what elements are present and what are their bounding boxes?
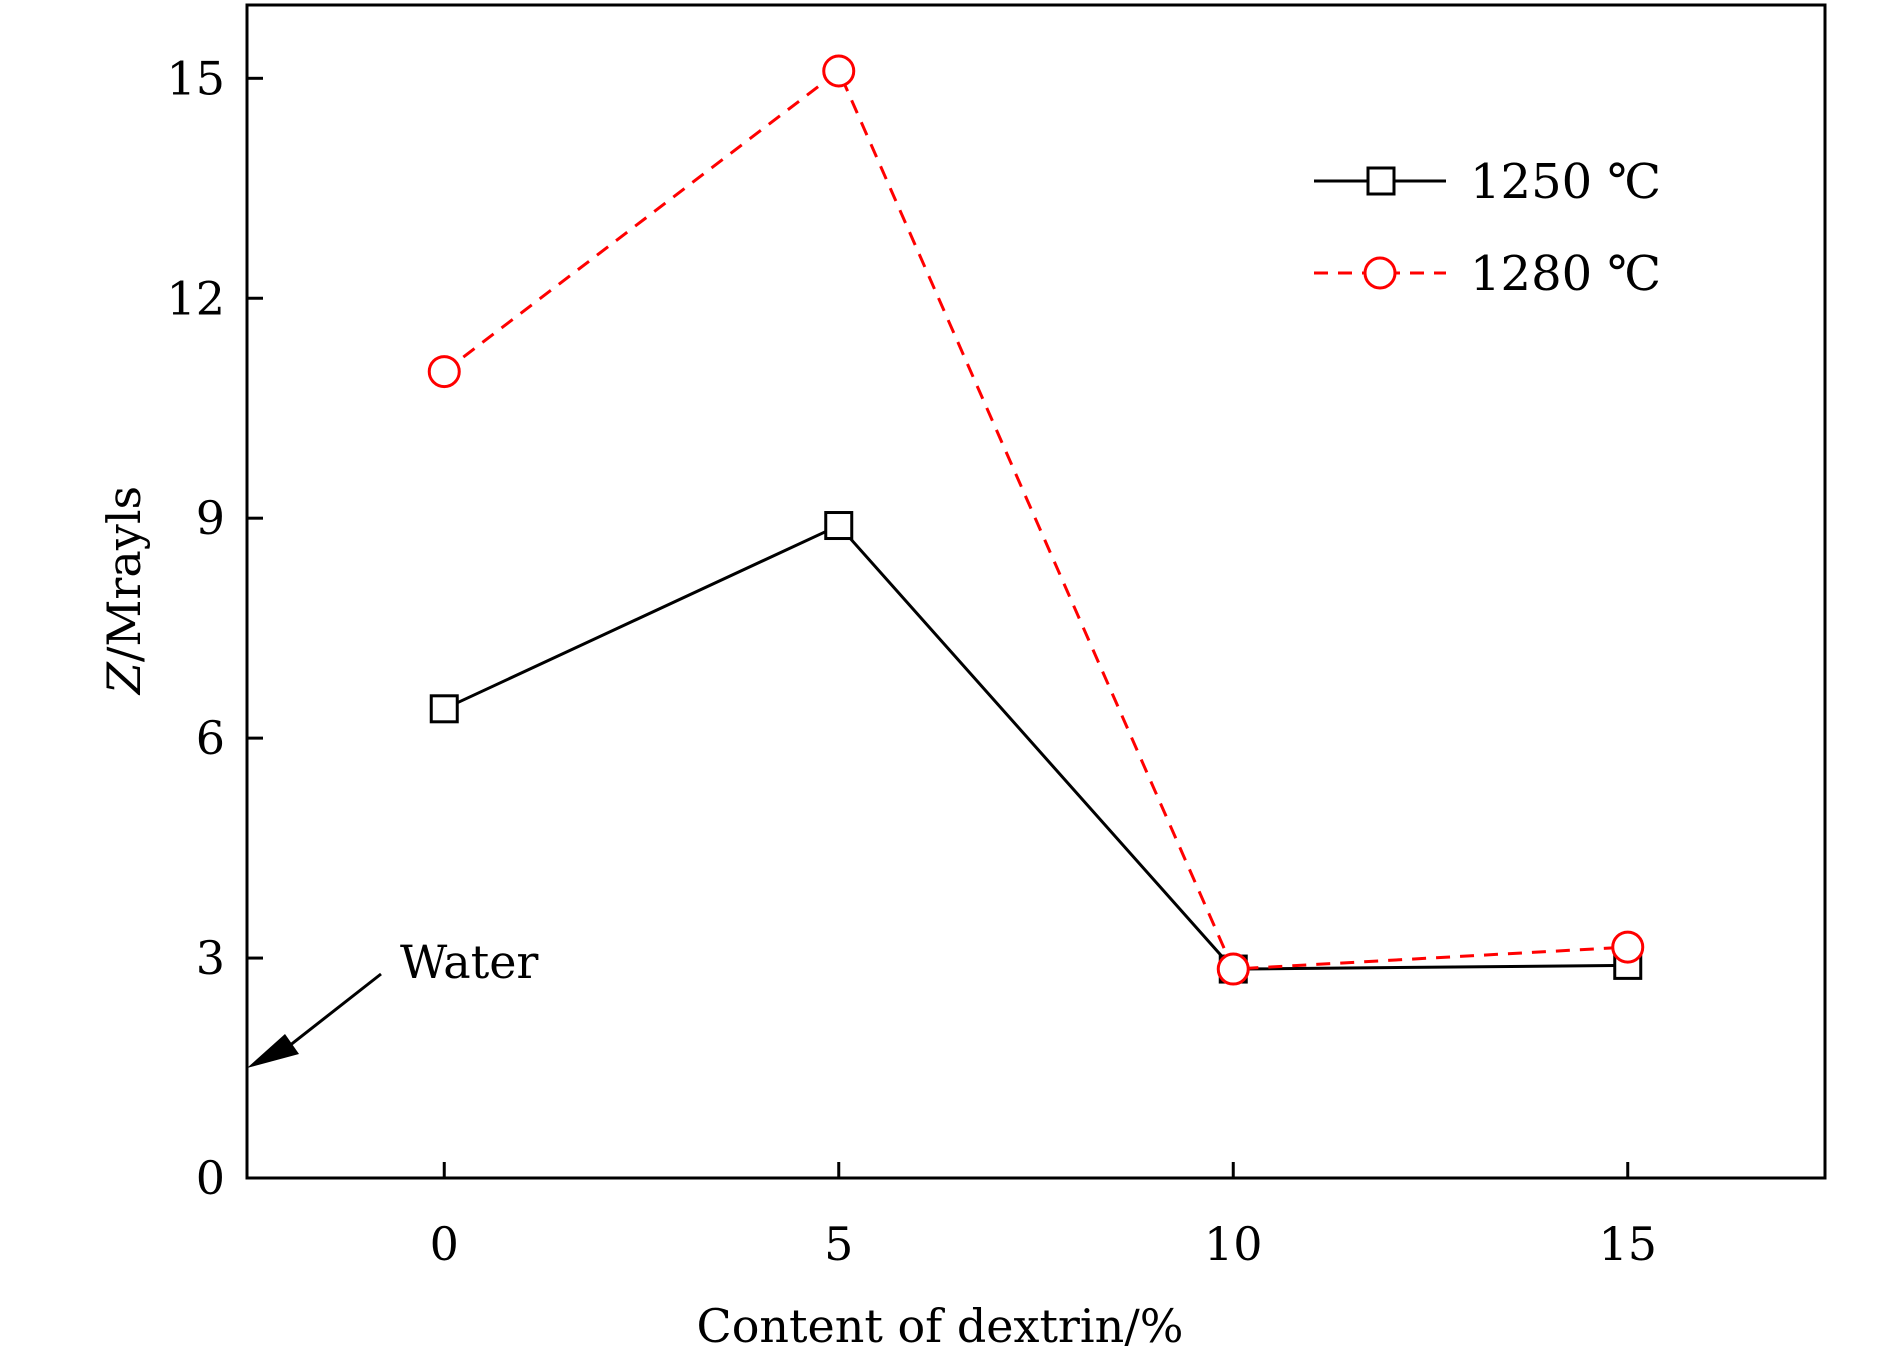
- water-arrowhead: [247, 1034, 299, 1069]
- y-axis-title-unit: /Mrayls: [97, 486, 151, 662]
- y-tick-label: 9: [196, 491, 225, 545]
- series-lines: [443, 68, 1628, 971]
- x-tick-label: 10: [1204, 1217, 1263, 1271]
- water-arrow-line: [288, 972, 382, 1048]
- series-markers: [427, 54, 1645, 986]
- x-tick-label: 15: [1598, 1217, 1657, 1271]
- legend-marker-square: [1366, 166, 1396, 196]
- data-point-circle: [427, 355, 461, 389]
- y-axis-title-symbol: Z: [97, 661, 151, 696]
- data-point-circle: [822, 54, 856, 88]
- legend-entry-1280: 1280 ℃: [1314, 246, 1661, 302]
- series-line-1250: [443, 523, 1628, 971]
- data-point-circle: [1611, 930, 1645, 964]
- y-tick-label: 6: [196, 711, 225, 765]
- water-annotation: Water: [247, 935, 538, 1069]
- legend-label-1250: 1250 ℃: [1470, 154, 1661, 210]
- x-tick-label: 5: [824, 1217, 853, 1271]
- y-tick-label: 15: [166, 51, 225, 105]
- x-axis-ticks: 0 5 10 15: [430, 1162, 1657, 1271]
- water-label: Water: [400, 935, 538, 989]
- data-point-circle: [1216, 952, 1250, 986]
- y-tick-label: 12: [166, 271, 225, 325]
- series-line-1280: [443, 68, 1628, 971]
- x-axis-title: Content of dextrin/%: [697, 1299, 1184, 1346]
- legend-entry-1250: 1250 ℃: [1314, 154, 1661, 210]
- legend-label-1280: 1280 ℃: [1470, 246, 1661, 302]
- data-point-square: [824, 511, 854, 541]
- x-tick-label: 0: [430, 1217, 459, 1271]
- y-tick-label: 3: [196, 931, 225, 985]
- y-axis-ticks: 0 3 6 9 12 15: [166, 51, 263, 1205]
- legend-marker-circle: [1363, 256, 1397, 290]
- y-axis-title: Z/Mrayls: [97, 486, 151, 696]
- plot-frame: [245, 3, 1827, 1180]
- data-point-square: [429, 694, 459, 724]
- legend: 1250 ℃ 1280 ℃: [1314, 154, 1661, 302]
- y-tick-label: 0: [196, 1151, 225, 1205]
